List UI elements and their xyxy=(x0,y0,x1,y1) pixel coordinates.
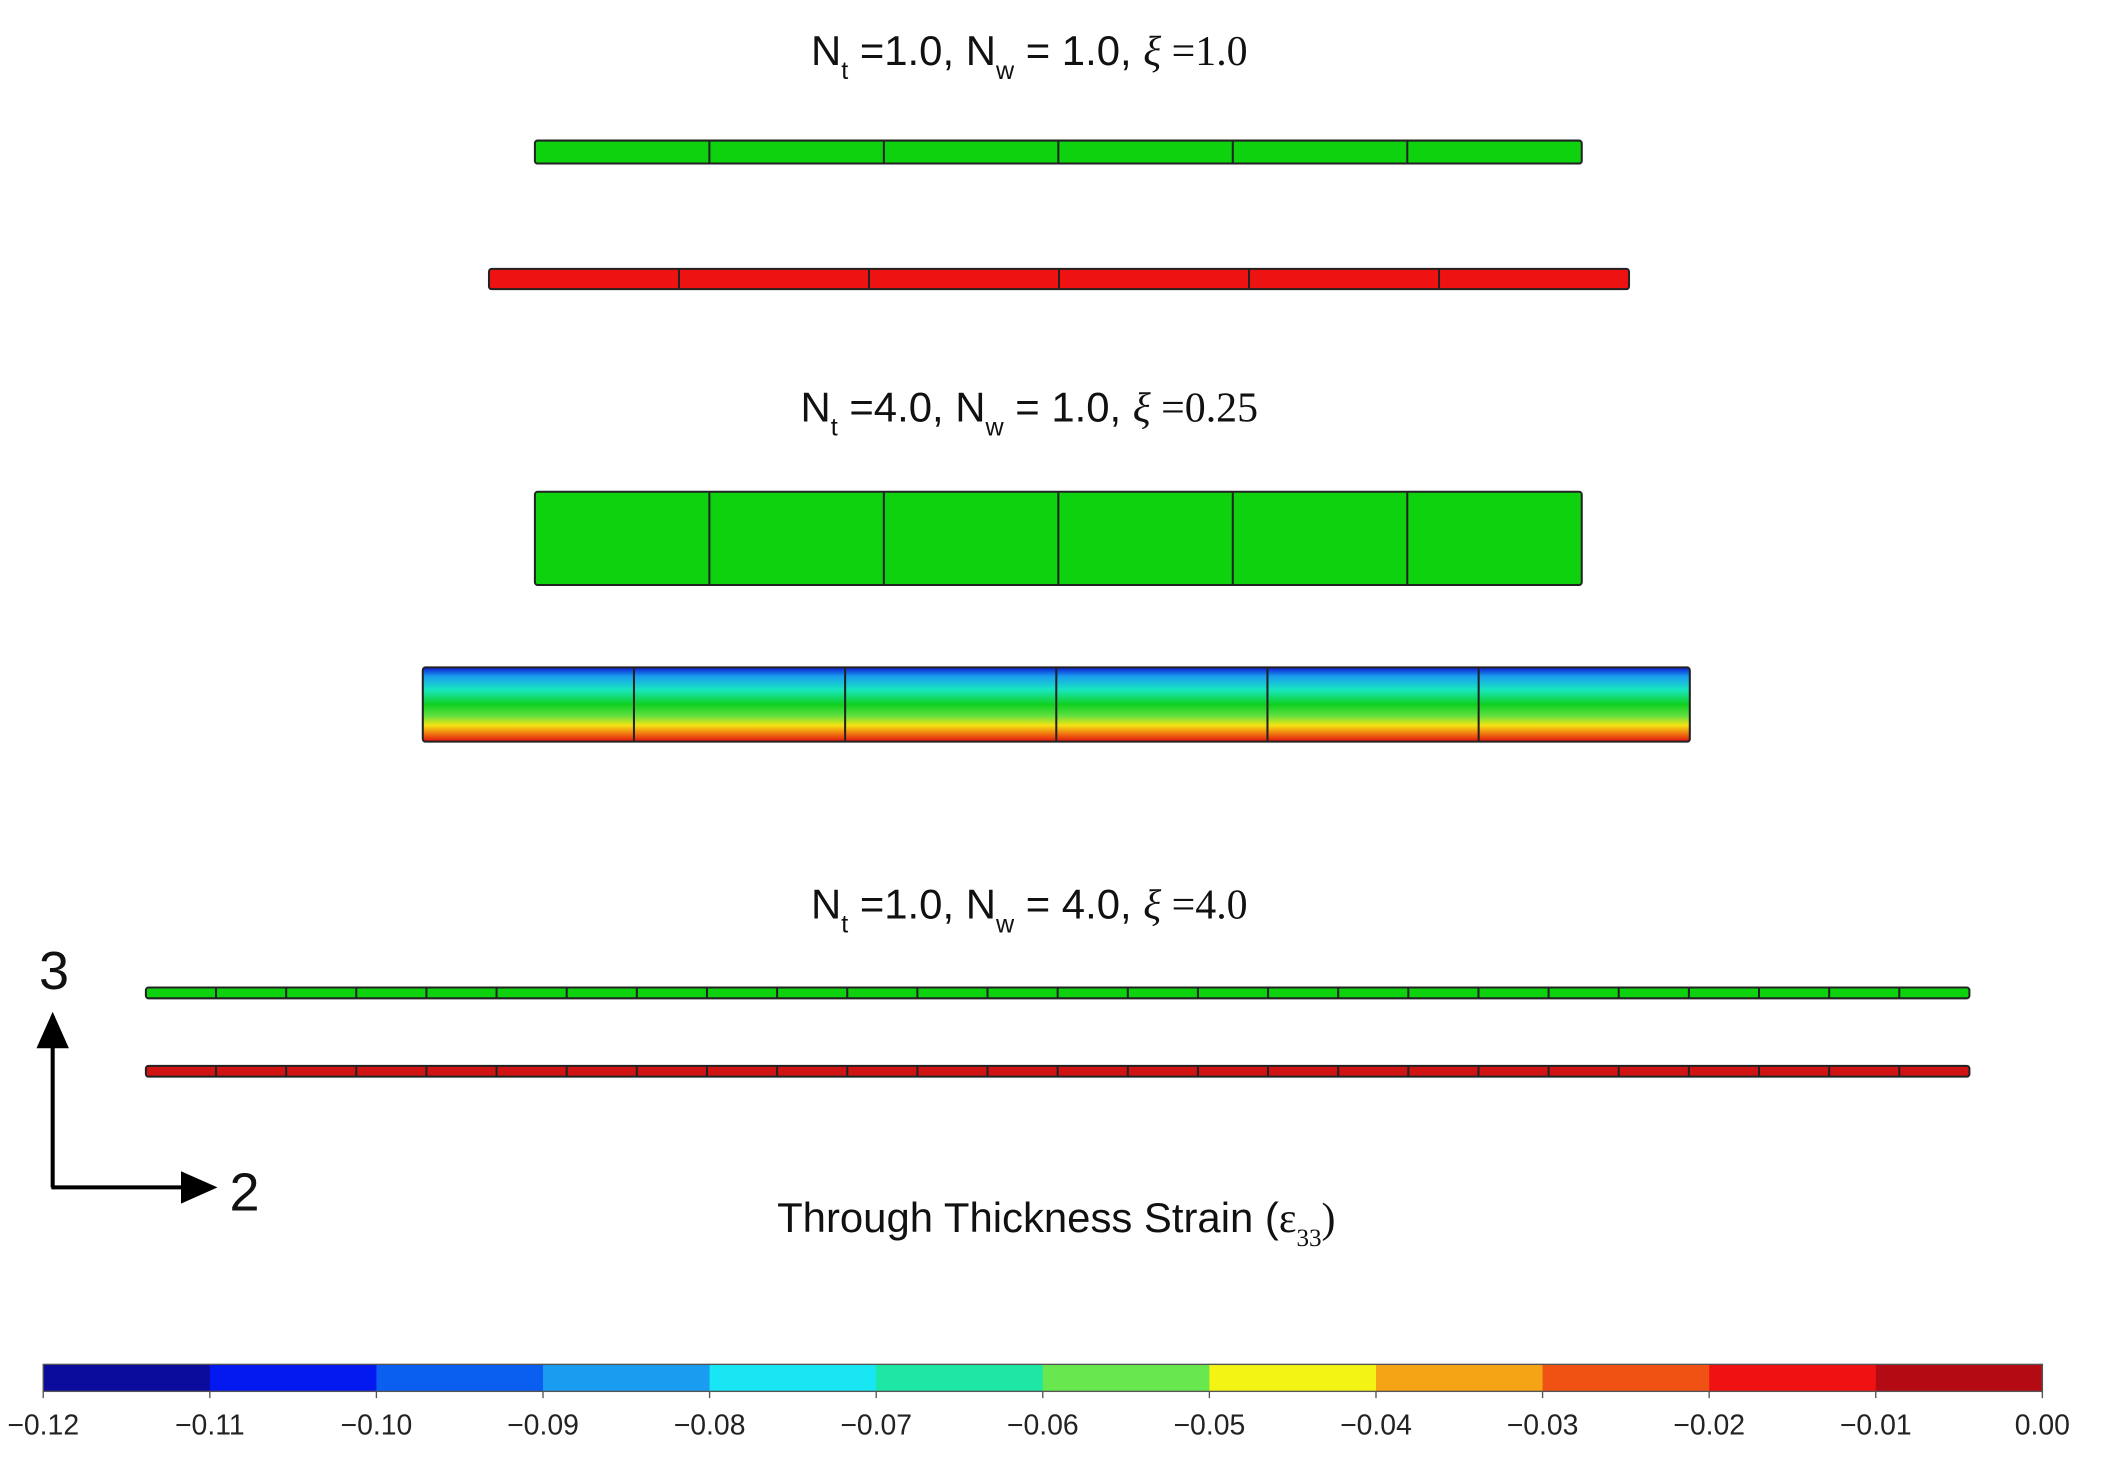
colorbar-tick-label: −0.05 xyxy=(1174,1410,1246,1442)
axis-label: 2 xyxy=(229,1162,259,1222)
label-part: 33 xyxy=(1296,1224,1321,1251)
label: Through Thickness Strain (ε33) xyxy=(777,1194,1335,1251)
label-part: w xyxy=(984,414,1004,442)
colorbar-segment xyxy=(43,1364,211,1392)
label-part: ξ xyxy=(1143,29,1161,75)
label-part: ξ xyxy=(1133,386,1151,432)
label-part: = 4.0, xyxy=(1014,881,1143,928)
label-part: Through Thickness Strain ( xyxy=(777,1194,1279,1241)
label-part: =4.0 xyxy=(1161,883,1247,929)
label: Nt =1.0, Nw = 1.0, ξ =1.0 xyxy=(811,27,1248,85)
colorbar-tick-label: −0.12 xyxy=(7,1410,79,1442)
colorbar-tick-label: −0.11 xyxy=(175,1410,245,1442)
label-part: =1.0, N xyxy=(848,881,996,928)
colorbar-tick-label: −0.02 xyxy=(1673,1410,1745,1442)
colorbar-segment xyxy=(709,1364,877,1392)
label-part: w xyxy=(995,911,1015,939)
label-part: t xyxy=(831,414,838,442)
colorbar-tick-label: 0.00 xyxy=(2015,1410,2070,1442)
colorbar-segment xyxy=(876,1364,1044,1392)
label-part: = 1.0, xyxy=(1014,27,1143,74)
axis-label: 3 xyxy=(39,941,69,1001)
colorbar-tick-label: −0.01 xyxy=(1840,1410,1912,1442)
colorbar-tick-label: −0.04 xyxy=(1340,1410,1412,1442)
colorbar-segment xyxy=(543,1364,711,1392)
label-part: =1.0, N xyxy=(848,27,996,74)
colorbar-tick-label: −0.10 xyxy=(341,1410,413,1442)
label-part: N xyxy=(811,27,841,74)
colorbar-segment xyxy=(209,1364,378,1392)
colorbar-tick-label: −0.06 xyxy=(1007,1410,1079,1442)
colorbar-tick-label: −0.08 xyxy=(674,1410,746,1442)
colorbar-segment xyxy=(1542,1364,1710,1392)
label-part: N xyxy=(811,881,841,928)
colorbar-segment xyxy=(1875,1364,2044,1392)
label-part: N xyxy=(801,384,831,431)
colorbar-segment xyxy=(1375,1364,1544,1392)
label-part: ) xyxy=(1322,1196,1336,1242)
label-part: =4.0, N xyxy=(838,384,986,431)
label-part: t xyxy=(841,57,848,85)
label-part: t xyxy=(841,911,848,939)
label: Nt =1.0, Nw = 4.0, ξ =4.0 xyxy=(811,881,1248,939)
label-part: w xyxy=(995,57,1015,85)
label-part: ξ xyxy=(1143,883,1161,929)
label-part: ε xyxy=(1279,1196,1297,1242)
colorbar-tick-label: −0.09 xyxy=(507,1410,579,1442)
label-part: =0.25 xyxy=(1151,386,1258,432)
colorbar-tick-label: −0.03 xyxy=(1507,1410,1579,1442)
label: Nt =4.0, Nw = 1.0, ξ =0.25 xyxy=(801,384,1259,442)
colorbar-segment xyxy=(376,1364,544,1392)
colorbar-segment xyxy=(1042,1364,1211,1392)
label-part: =1.0 xyxy=(1161,29,1247,75)
label-part: = 1.0, xyxy=(1004,384,1133,431)
colorbar-segment xyxy=(1709,1364,1877,1392)
colorbar-segment xyxy=(1209,1364,1377,1392)
colorbar-tick-label: −0.07 xyxy=(840,1410,912,1442)
